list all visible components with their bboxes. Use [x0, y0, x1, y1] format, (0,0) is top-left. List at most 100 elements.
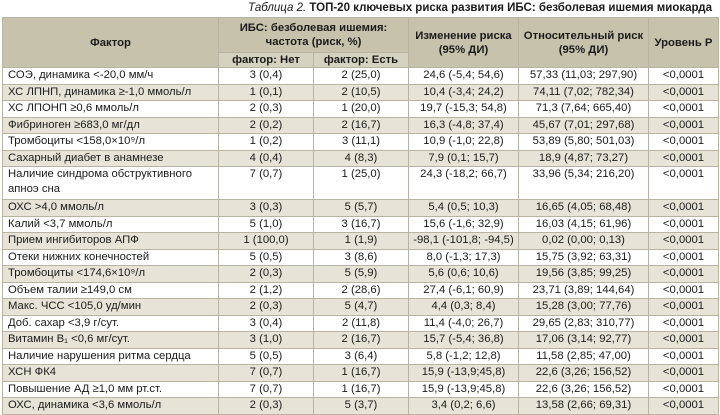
table-row: Доб. сахар <3,9 г/сут. 3 (0,4) 2 (11,8) 11,… [2, 314, 719, 332]
cell-factor-no: 5 (1,0) [218, 215, 314, 233]
cell-factor-no: 7 (0,7) [218, 364, 314, 382]
cell-factor: Тромбоциты <174,6×10⁹/л [2, 265, 219, 283]
cell-risk-change: 24,6 (-5,4; 54,6) [408, 67, 519, 85]
cell-p-level: <0,0001 [648, 347, 719, 365]
cell-p-level: <0,0001 [648, 67, 719, 85]
cell-factor: ХС ЛПНП, динамика ≥-1,0 ммоль/л [2, 83, 219, 101]
cell-factor-yes: 2 (11,8) [313, 314, 409, 332]
cell-relative-risk: 23,71 (3,89; 144,64) [518, 281, 649, 299]
table-body: СОЭ, динамика <-20,0 мм/ч 3 (0,4) 2 (25,0)… [2, 67, 719, 415]
cell-p-level: <0,0001 [648, 149, 719, 167]
cell-p-level: <0,0001 [648, 380, 719, 398]
cell-factor-no: 2 (1,2) [218, 281, 314, 299]
cell-factor-yes: 1 (16,7) [313, 364, 409, 382]
cell-factor-yes: 2 (25,0) [313, 67, 409, 85]
cell-factor-no: 1 (0,1) [218, 83, 314, 101]
table-row: Тромбоциты <158,0×10⁹/л 1 (0,2) 3 (11,1) 10… [2, 133, 719, 151]
header-factor-yes: фактор: Есть [313, 52, 409, 68]
cell-factor: Витамин B₁ <0,6 мг/сут. [2, 331, 219, 349]
table-row: Объем талии ≥149,0 см 2 (1,2) 2 (28,6) 27,4… [2, 281, 719, 299]
cell-factor: СОЭ, динамика <-20,0 мм/ч [2, 67, 219, 85]
cell-factor-no: 7 (0,7) [218, 380, 314, 398]
cell-factor: Наличие нарушения ритма сердца [2, 347, 219, 365]
cell-risk-change: 5,8 (-1,2; 12,8) [408, 347, 519, 365]
table-row: СОЭ, динамика <-20,0 мм/ч 3 (0,4) 2 (25,0)… [2, 67, 719, 85]
cell-risk-change: 10,4 (-3,4; 24,2) [408, 83, 519, 101]
cell-risk-change: 15,7 (-5,4; 36,8) [408, 331, 519, 349]
table-row: Макс. ЧСС <105,0 уд/мин 2 (0,3) 5 (4,7) 4,4… [2, 298, 719, 316]
cell-risk-change: 24,3 (-18,2; 66,7) [408, 166, 519, 200]
cell-factor-yes: 2 (16,7) [313, 116, 409, 134]
cell-factor-no: 7 (0,7) [218, 166, 314, 200]
cell-p-level: <0,0001 [648, 166, 719, 200]
cell-factor-no: 2 (0,3) [218, 298, 314, 316]
cell-risk-change: 10,9 (-1,0; 22,8) [408, 133, 519, 151]
cell-p-level: <0,0001 [648, 133, 719, 151]
cell-factor-yes: 2 (28,6) [313, 281, 409, 299]
cell-relative-risk: 16,65 (4,05; 68,48) [518, 199, 649, 217]
cell-risk-change: 15,9 (-13,9;45,8) [408, 364, 519, 382]
cell-factor-no: 2 (0,3) [218, 265, 314, 283]
cell-relative-risk: 33,96 (5,34; 216,20) [518, 166, 649, 200]
cell-factor-yes: 1 (20,0) [313, 100, 409, 118]
cell-factor: Фибриноген ≥683,0 мг/дл [2, 116, 219, 134]
cell-factor: ХСН ФК4 [2, 364, 219, 382]
table-row: Наличие синдрома обструктивного апноэ сн… [2, 166, 719, 200]
cell-relative-risk: 29,65 (2,83; 310,77) [518, 314, 649, 332]
header-p-level: Уровень P [648, 17, 719, 68]
cell-factor-no: 3 (0,4) [218, 67, 314, 85]
cell-factor: Доб. сахар <3,9 г/сут. [2, 314, 219, 332]
cell-factor-no: 3 (1,0) [218, 331, 314, 349]
cell-factor-no: 2 (0,2) [218, 116, 314, 134]
cell-relative-risk: 0,02 (0,00; 0,13) [518, 232, 649, 250]
header-relative-risk: Относительный риск (95% ДИ) [518, 17, 649, 68]
cell-factor: Объем талии ≥149,0 см [2, 281, 219, 299]
header-ibs-frequency: ИБС: безболевая ишемия: частота (риск, %… [218, 17, 409, 53]
cell-risk-change: -98,1 (-101,8; -94,5) [408, 232, 519, 250]
cell-relative-risk: 15,28 (3,00; 77,76) [518, 298, 649, 316]
cell-factor: Калий <3,7 ммоль/л [2, 215, 219, 233]
cell-risk-change: 16,3 (-4,8; 37,4) [408, 116, 519, 134]
cell-relative-risk: 71,3 (7,64; 665,40) [518, 100, 649, 118]
cell-relative-risk: 16,03 (4,15; 61,96) [518, 215, 649, 233]
cell-factor-no: 1 (100,0) [218, 232, 314, 250]
header-factor: Фактор [2, 17, 219, 68]
cell-factor-no: 5 (0,5) [218, 248, 314, 266]
cell-factor-no: 4 (0,4) [218, 149, 314, 167]
cell-factor: Прием ингибиторов АПФ [2, 232, 219, 250]
cell-risk-change: 5,4 (0,5; 10,3) [408, 199, 519, 217]
table-row: Отеки нижних конечностей 5 (0,5) 3 (8,6) 8,… [2, 248, 719, 266]
cell-p-level: <0,0001 [648, 100, 719, 118]
cell-p-level: <0,0001 [648, 215, 719, 233]
cell-p-level: <0,0001 [648, 314, 719, 332]
cell-risk-change: 4,4 (0,3; 8,4) [408, 298, 519, 316]
cell-risk-change: 11,4 (-4,0; 26,7) [408, 314, 519, 332]
cell-factor: Наличие синдрома обструктивного апноэ сн… [2, 166, 219, 200]
caption-title: ТОП-20 ключевых риска развития ИБС: безб… [309, 2, 712, 14]
cell-factor-yes: 3 (16,7) [313, 215, 409, 233]
cell-relative-risk: 57,33 (11,03; 297,90) [518, 67, 649, 85]
cell-factor-yes: 2 (16,7) [313, 331, 409, 349]
table-row: Витамин B₁ <0,6 мг/сут. 3 (1,0) 2 (16,7) 15… [2, 331, 719, 349]
cell-relative-risk: 19,56 (3,85; 99,25) [518, 265, 649, 283]
cell-risk-change: 15,6 (-1,6; 32,9) [408, 215, 519, 233]
cell-risk-change: 27,4 (-6,1; 60,9) [408, 281, 519, 299]
cell-relative-risk: 53,89 (5,80; 501,03) [518, 133, 649, 151]
table-row: ХСН ФК4 7 (0,7) 1 (16,7) 15,9 (-13,9;45,8) 2… [2, 364, 719, 382]
cell-factor-yes: 3 (6,4) [313, 347, 409, 365]
cell-factor-yes: 1 (1,9) [313, 232, 409, 250]
table-row: Прием ингибиторов АПФ 1 (100,0) 1 (1,9) -98… [2, 232, 719, 250]
cell-factor: ХС ЛПОНП ≥0,6 ммоль/л [2, 100, 219, 118]
header-risk-change: Изменение риска (95% ДИ) [408, 17, 519, 68]
cell-risk-change: 7,9 (0,1; 15,7) [408, 149, 519, 167]
cell-factor-yes: 4 (8,3) [313, 149, 409, 167]
cell-factor-no: 2 (0,3) [218, 100, 314, 118]
cell-factor: Повышение АД ≥1,0 мм рт.ст. [2, 380, 219, 398]
cell-factor: Тромбоциты <158,0×10⁹/л [2, 133, 219, 151]
cell-factor: Сахарный диабет в анамнезе [2, 149, 219, 167]
table-caption: Таблица 2. ТОП-20 ключевых риска развити… [0, 0, 720, 17]
table-row: ХС ЛПНП, динамика ≥-1,0 ммоль/л 1 (0,1) 2 … [2, 83, 719, 101]
cell-factor-no: 3 (0,4) [218, 314, 314, 332]
cell-relative-risk: 17,06 (3,14; 92,77) [518, 331, 649, 349]
table-row: ХС ЛПОНП ≥0,6 ммоль/л 2 (0,3) 1 (20,0) 19,7… [2, 100, 719, 118]
